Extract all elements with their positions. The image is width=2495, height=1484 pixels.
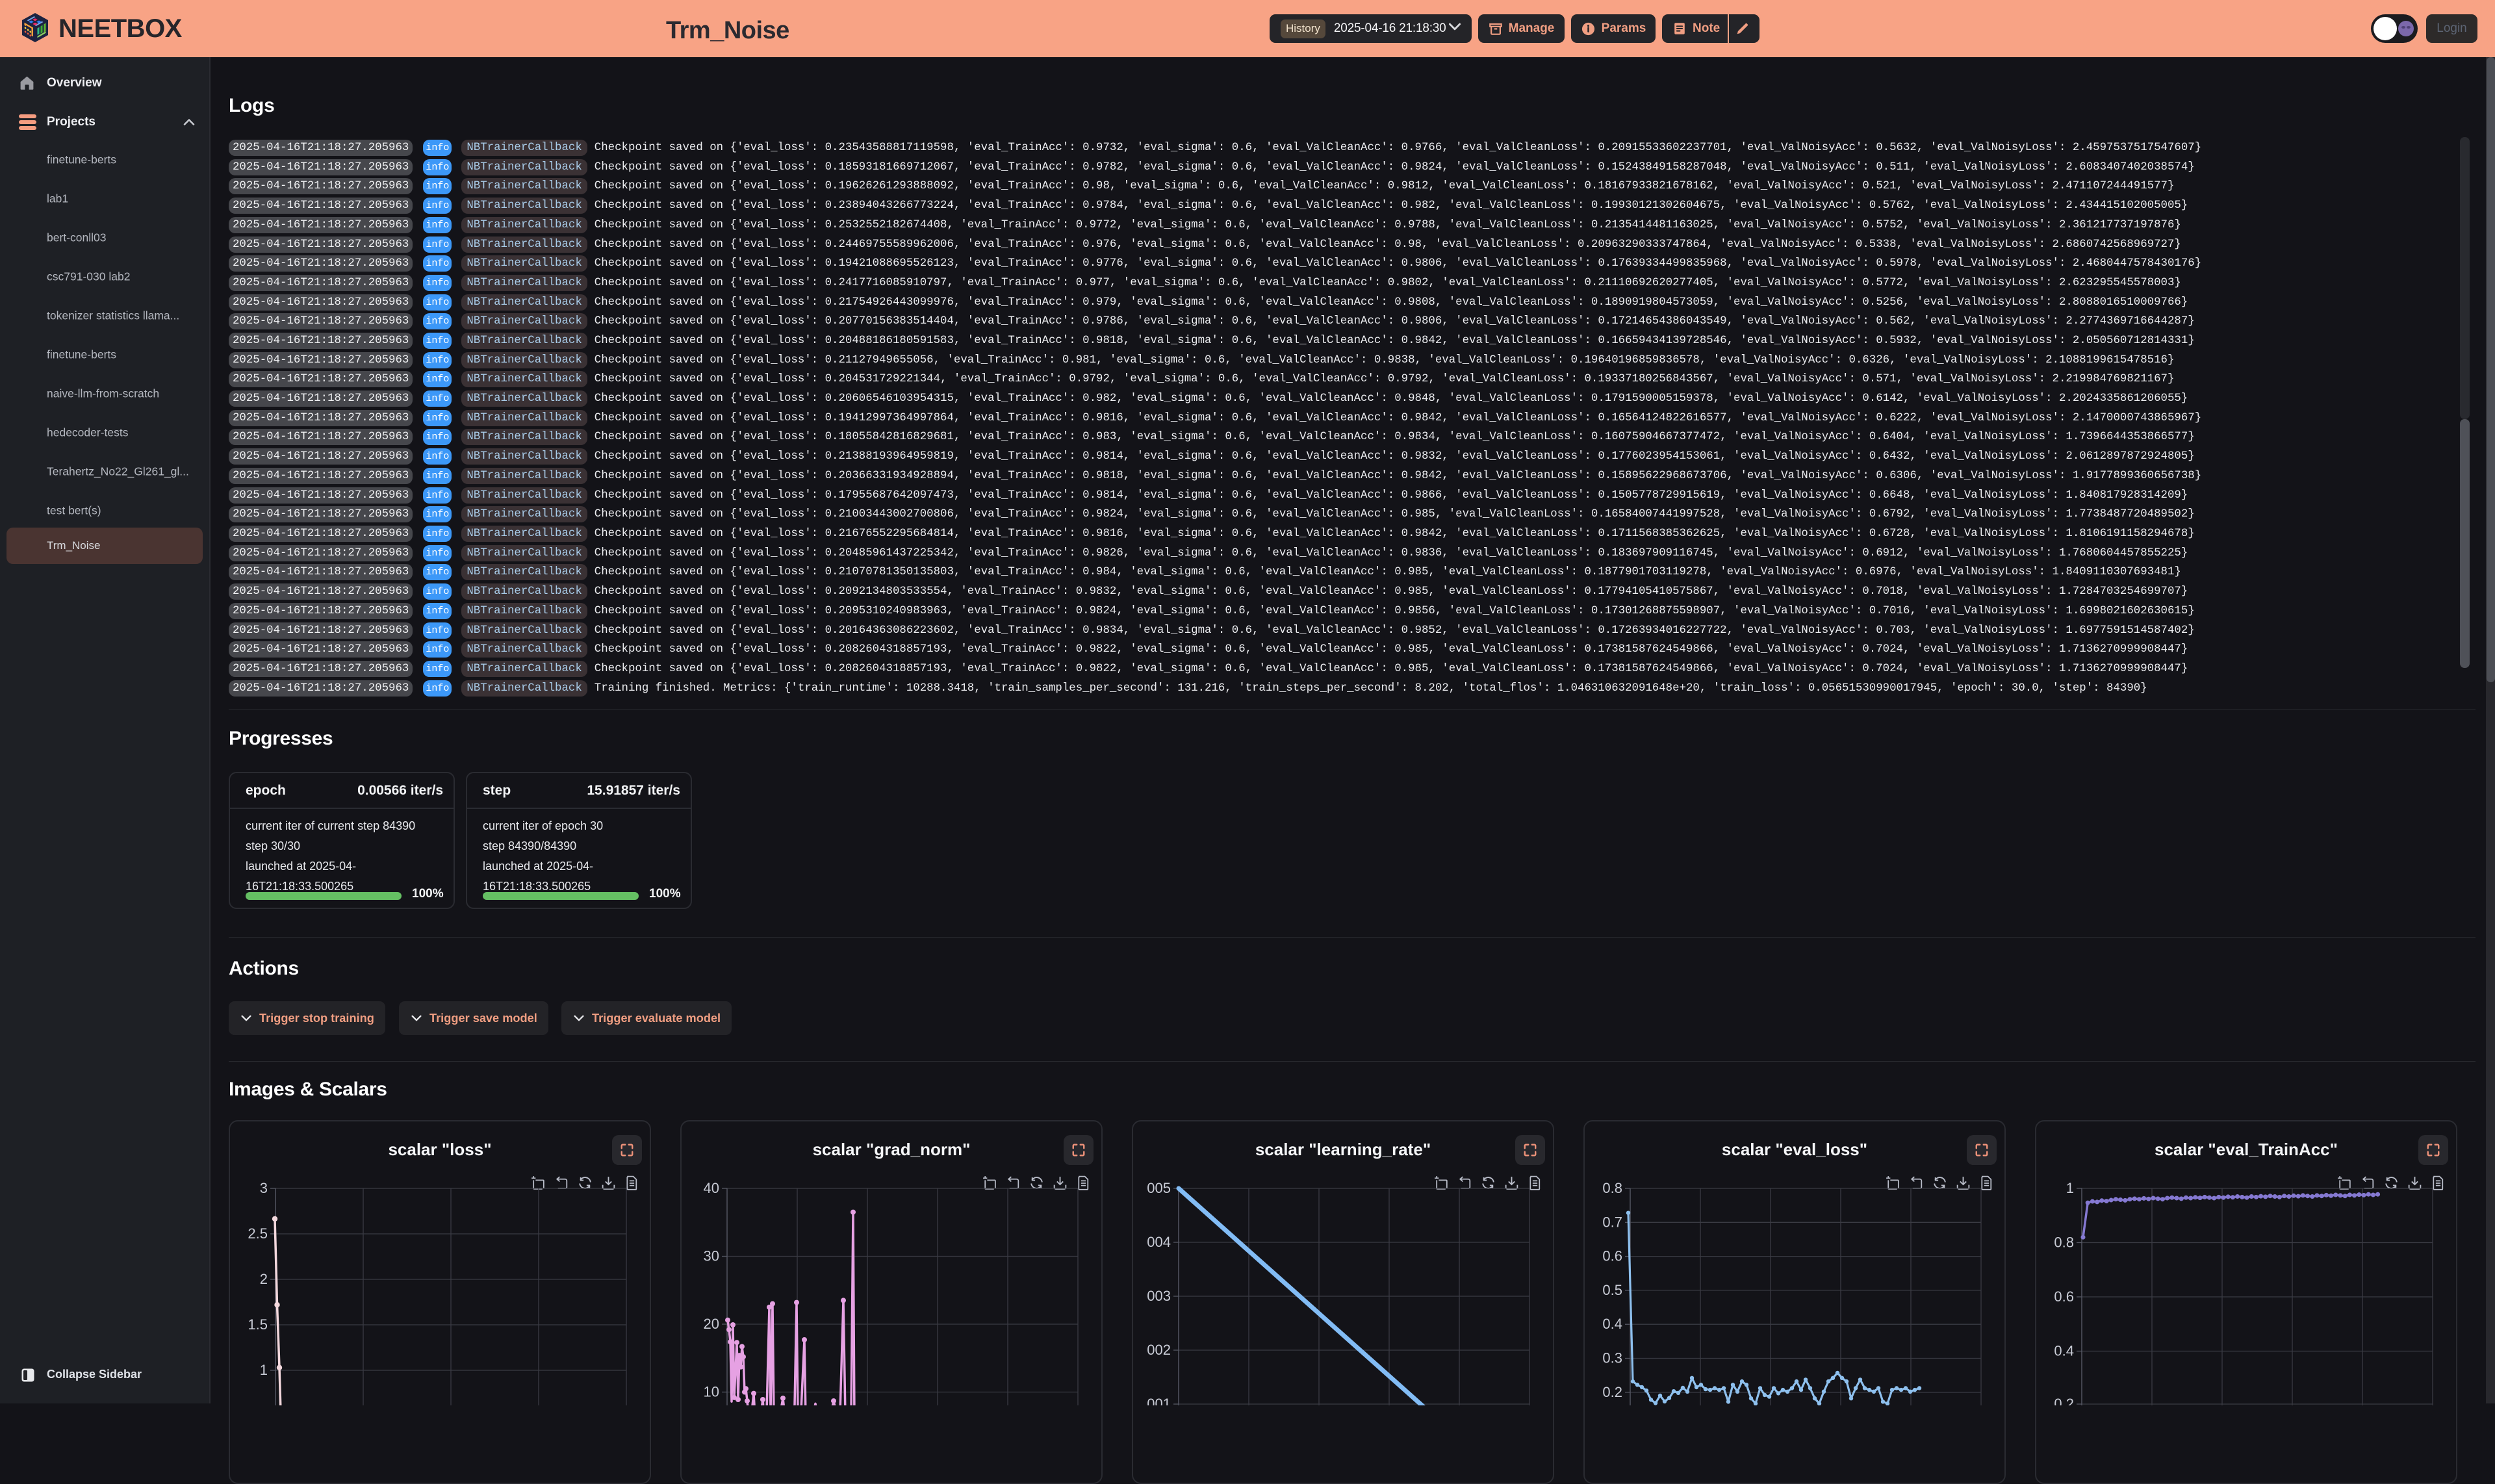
svg-text:0.6: 0.6 [2054, 1288, 2074, 1305]
svg-text:10: 10 [704, 1384, 719, 1400]
svg-text:0.8: 0.8 [1602, 1180, 1622, 1196]
svg-text:40: 40 [704, 1180, 719, 1196]
svg-text:0.2: 0.2 [2054, 1396, 2074, 1405]
svg-text:1: 1 [2066, 1180, 2074, 1196]
svg-text:003: 003 [1147, 1288, 1171, 1304]
svg-text:001: 001 [1147, 1396, 1171, 1405]
svg-text:0.8: 0.8 [2054, 1235, 2074, 1251]
svg-text:0.6: 0.6 [1602, 1248, 1622, 1264]
svg-text:2.5: 2.5 [248, 1225, 268, 1242]
svg-text:0.5: 0.5 [1602, 1282, 1622, 1298]
svg-text:004: 004 [1147, 1234, 1171, 1250]
svg-text:0.7: 0.7 [1602, 1214, 1622, 1230]
svg-text:0.4: 0.4 [2054, 1343, 2074, 1359]
svg-text:0.4: 0.4 [1602, 1316, 1622, 1332]
svg-text:1.5: 1.5 [248, 1316, 268, 1333]
svg-text:0.2: 0.2 [1602, 1384, 1622, 1400]
svg-text:0.3: 0.3 [1602, 1350, 1622, 1366]
svg-text:005: 005 [1147, 1180, 1171, 1196]
svg-text:2: 2 [260, 1271, 268, 1287]
svg-text:1: 1 [260, 1362, 268, 1378]
svg-text:002: 002 [1147, 1342, 1171, 1358]
svg-text:30: 30 [704, 1248, 719, 1264]
svg-text:3: 3 [260, 1180, 268, 1196]
svg-text:20: 20 [704, 1316, 719, 1332]
